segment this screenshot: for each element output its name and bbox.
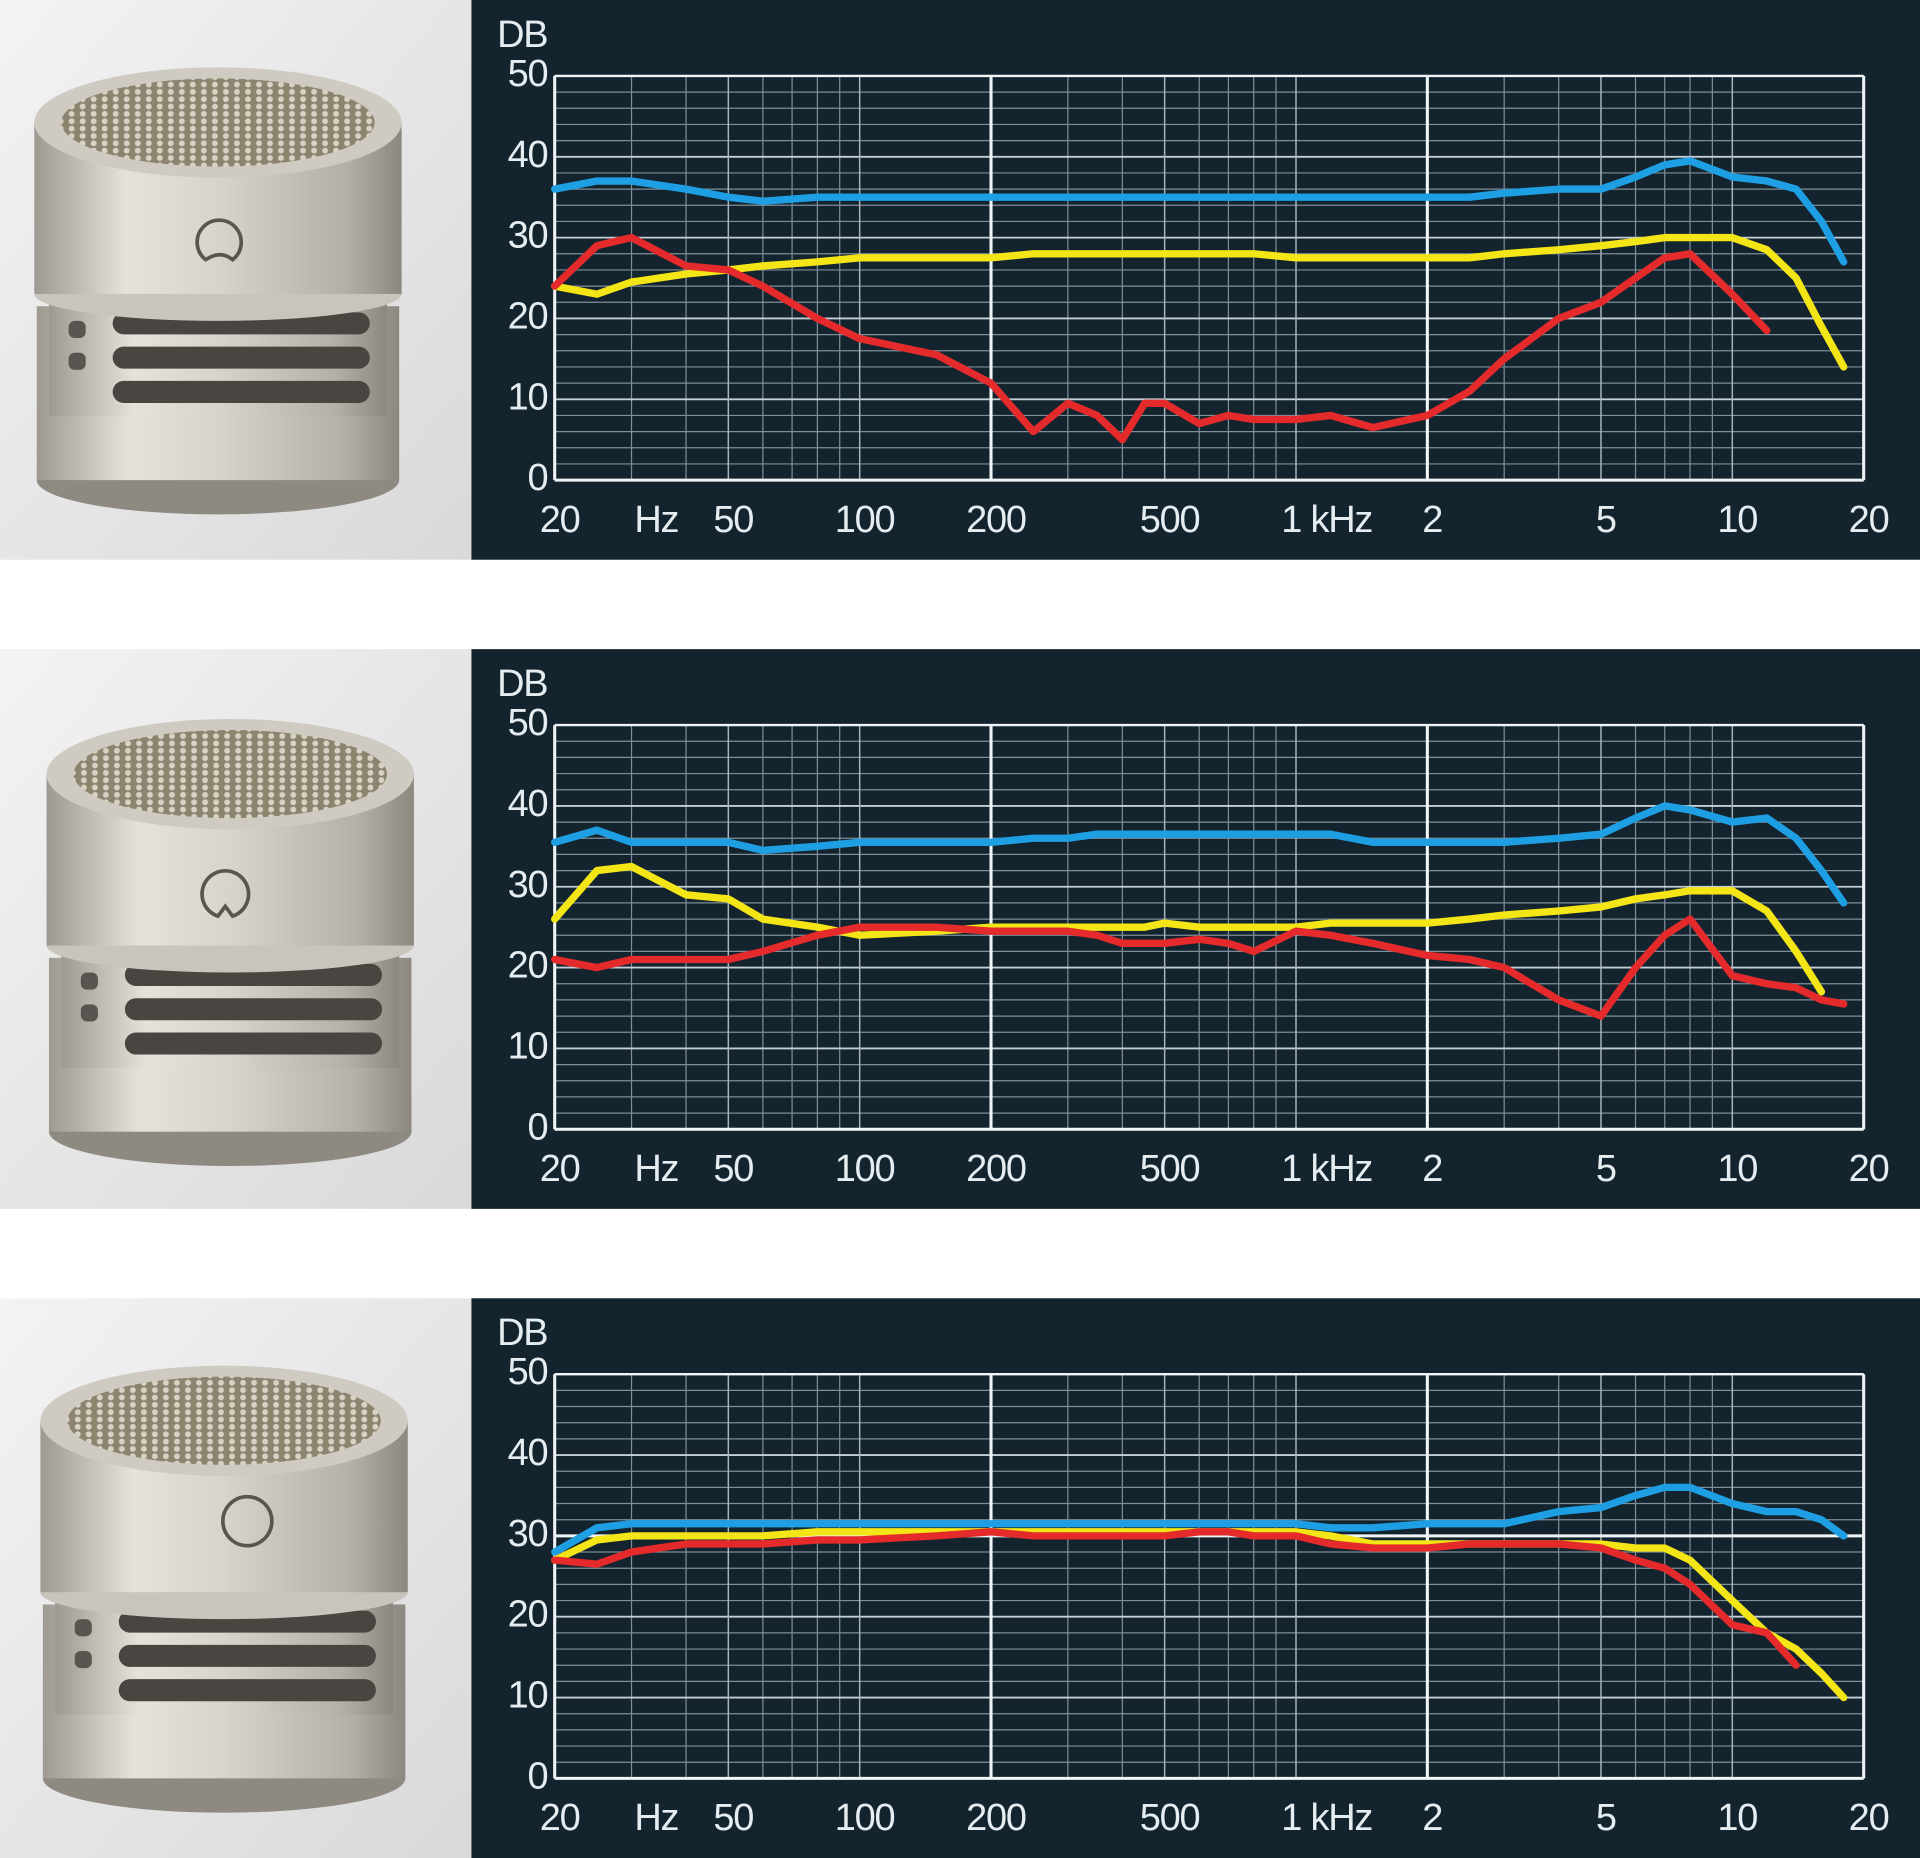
series-line <box>551 862 1826 996</box>
x-unit-label: Hz <box>634 1148 678 1190</box>
y-tick-label: 40 <box>508 783 548 825</box>
x-tick-label: 200 <box>966 1797 1026 1839</box>
mic-photo <box>40 1365 408 1813</box>
y-tick-label: 50 <box>508 53 548 95</box>
x-tick-label: 500 <box>1140 499 1200 541</box>
x-tick-label: 20 <box>1849 499 1889 541</box>
series-line <box>551 233 1771 444</box>
x-tick-label: 5 <box>1596 1797 1616 1839</box>
y-tick-label: 0 <box>527 1106 547 1148</box>
x-tick-label: 500 <box>1140 1148 1200 1190</box>
y-axis-label: DB <box>497 1312 547 1354</box>
pattern-icon <box>195 218 244 262</box>
x-tick-label: 10 <box>1717 1148 1757 1190</box>
x-tick-label: 20 <box>540 1797 580 1839</box>
x-tick-label: 5 <box>1596 499 1616 541</box>
x-tick-label: 500 <box>1140 1797 1200 1839</box>
photo-panels <box>0 0 472 1858</box>
x-tick-label: 20 <box>1849 1148 1889 1190</box>
y-tick-label: 0 <box>527 457 547 499</box>
series-line <box>551 1483 1848 1556</box>
x-tick-label: 1 kHz <box>1281 1148 1372 1190</box>
y-axis-label: DB <box>497 14 547 56</box>
x-tick-label: 100 <box>835 499 895 541</box>
chart: 0 10 20 30 40 50 20 50 100 200 500 1 kHz 2 5 10 20 DB Hz <box>497 14 1890 541</box>
y-tick-label: 10 <box>508 1025 548 1067</box>
x-tick-label: 20 <box>540 499 580 541</box>
y-tick-label: 40 <box>508 1432 548 1474</box>
x-tick-label: 2 <box>1422 499 1442 541</box>
x-tick-label: 2 <box>1422 1797 1442 1839</box>
y-tick-label: 10 <box>508 1675 548 1717</box>
x-tick-label: 200 <box>966 499 1026 541</box>
x-tick-label: 20 <box>540 1148 580 1190</box>
series-line <box>551 915 1848 1020</box>
chart: 0 10 20 30 40 50 20 50 100 200 500 1 kHz 2 5 10 20 DB Hz <box>497 663 1890 1190</box>
x-tick-label: 1 kHz <box>1281 499 1372 541</box>
pattern-icon <box>221 1494 274 1548</box>
x-tick-label: 20 <box>1849 1797 1889 1839</box>
x-tick-label: 10 <box>1717 499 1757 541</box>
x-unit-label: Hz <box>634 1797 678 1839</box>
y-tick-label: 30 <box>508 1513 548 1555</box>
x-tick-label: 50 <box>713 499 753 541</box>
series-line <box>551 1528 1800 1669</box>
y-tick-label: 30 <box>508 864 548 906</box>
y-tick-label: 0 <box>527 1755 547 1797</box>
y-tick-label: 20 <box>508 945 548 987</box>
x-tick-label: 10 <box>1717 1797 1757 1839</box>
pattern-icon <box>200 869 251 919</box>
x-tick-label: 5 <box>1596 1148 1616 1190</box>
y-tick-label: 30 <box>508 215 548 257</box>
y-tick-label: 20 <box>508 295 548 337</box>
x-unit-label: Hz <box>634 499 678 541</box>
x-tick-label: 2 <box>1422 1148 1442 1190</box>
x-tick-label: 100 <box>835 1797 895 1839</box>
x-tick-label: 1 kHz <box>1281 1797 1372 1839</box>
x-tick-label: 200 <box>966 1148 1026 1190</box>
x-tick-label: 50 <box>713 1797 753 1839</box>
y-tick-label: 40 <box>508 134 548 176</box>
y-tick-label: 20 <box>508 1594 548 1636</box>
y-axis-label: DB <box>497 663 547 705</box>
y-tick-label: 50 <box>508 702 548 744</box>
mic-photo <box>46 718 414 1166</box>
y-tick-label: 50 <box>508 1351 548 1393</box>
series-line <box>551 802 1848 907</box>
chart: 0 10 20 30 40 50 20 50 100 200 500 1 kHz 2 5 10 20 DB Hz <box>497 1312 1890 1839</box>
y-tick-label: 10 <box>508 376 548 418</box>
series-line <box>551 233 1848 371</box>
x-tick-label: 50 <box>713 1148 753 1190</box>
series-line <box>551 157 1848 266</box>
mic-photo <box>34 67 402 515</box>
x-tick-label: 100 <box>835 1148 895 1190</box>
